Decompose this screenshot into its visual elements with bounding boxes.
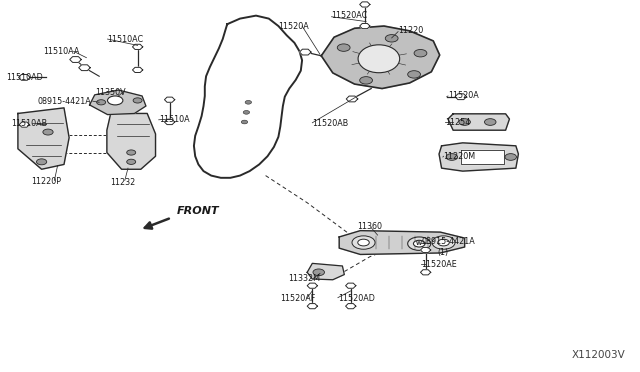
Circle shape bbox=[484, 119, 496, 125]
Text: 11520AE: 11520AE bbox=[421, 260, 457, 269]
Text: 11510AB: 11510AB bbox=[12, 119, 47, 128]
Circle shape bbox=[243, 110, 250, 114]
Text: 11510A: 11510A bbox=[159, 115, 189, 124]
Circle shape bbox=[446, 154, 458, 160]
Polygon shape bbox=[164, 119, 175, 125]
Text: 11220P: 11220P bbox=[31, 177, 61, 186]
Text: X112003V: X112003V bbox=[572, 350, 626, 360]
Ellipse shape bbox=[358, 45, 399, 73]
Circle shape bbox=[245, 100, 252, 104]
Polygon shape bbox=[439, 143, 518, 171]
Polygon shape bbox=[194, 16, 302, 178]
Circle shape bbox=[127, 159, 136, 164]
Polygon shape bbox=[360, 23, 370, 29]
Text: 11332M: 11332M bbox=[288, 274, 320, 283]
Polygon shape bbox=[448, 114, 509, 130]
Polygon shape bbox=[346, 283, 356, 288]
Text: 11510AC: 11510AC bbox=[108, 35, 143, 44]
Polygon shape bbox=[107, 113, 156, 169]
Text: 11520AC: 11520AC bbox=[332, 11, 368, 20]
Polygon shape bbox=[307, 263, 344, 280]
Polygon shape bbox=[420, 247, 431, 253]
Text: (1): (1) bbox=[437, 248, 448, 257]
Circle shape bbox=[414, 49, 427, 57]
Text: 11350V: 11350V bbox=[95, 88, 125, 97]
Polygon shape bbox=[307, 304, 317, 309]
Circle shape bbox=[438, 239, 449, 246]
Polygon shape bbox=[164, 97, 175, 102]
Circle shape bbox=[358, 239, 369, 246]
Polygon shape bbox=[339, 231, 465, 254]
Circle shape bbox=[97, 100, 106, 105]
Text: 11520A: 11520A bbox=[448, 92, 479, 100]
Text: 11220M: 11220M bbox=[444, 152, 476, 161]
Polygon shape bbox=[18, 108, 69, 169]
Circle shape bbox=[459, 119, 470, 125]
Circle shape bbox=[313, 269, 324, 276]
Circle shape bbox=[505, 154, 516, 160]
Circle shape bbox=[408, 71, 420, 78]
Text: 08915-4421A: 08915-4421A bbox=[421, 237, 475, 246]
Circle shape bbox=[133, 98, 142, 103]
Text: 11520AB: 11520AB bbox=[312, 119, 349, 128]
Circle shape bbox=[432, 236, 455, 249]
Text: 11510AA: 11510AA bbox=[44, 47, 80, 56]
Polygon shape bbox=[420, 270, 431, 275]
Polygon shape bbox=[132, 67, 143, 73]
Circle shape bbox=[36, 159, 47, 165]
Polygon shape bbox=[307, 283, 317, 288]
Text: FRONT: FRONT bbox=[177, 206, 220, 216]
Polygon shape bbox=[300, 49, 311, 55]
Circle shape bbox=[127, 150, 136, 155]
Text: 11220: 11220 bbox=[398, 26, 423, 35]
Text: 11510AD: 11510AD bbox=[6, 73, 43, 82]
Polygon shape bbox=[360, 2, 370, 7]
Polygon shape bbox=[346, 96, 358, 102]
Circle shape bbox=[408, 237, 431, 250]
Text: W: W bbox=[416, 241, 422, 246]
Polygon shape bbox=[321, 26, 440, 89]
Text: 11254: 11254 bbox=[445, 118, 470, 126]
Polygon shape bbox=[461, 150, 504, 164]
Circle shape bbox=[241, 120, 248, 124]
Polygon shape bbox=[455, 94, 467, 100]
Polygon shape bbox=[346, 304, 356, 309]
Text: 11520A: 11520A bbox=[278, 22, 309, 31]
Circle shape bbox=[413, 240, 425, 247]
Text: 11520AF: 11520AF bbox=[280, 294, 316, 303]
Polygon shape bbox=[19, 122, 29, 127]
Text: 11232: 11232 bbox=[110, 178, 135, 187]
Circle shape bbox=[99, 91, 131, 110]
Circle shape bbox=[385, 35, 398, 42]
Polygon shape bbox=[132, 44, 143, 49]
Circle shape bbox=[108, 96, 123, 105]
Circle shape bbox=[360, 77, 372, 84]
Circle shape bbox=[352, 236, 375, 249]
Circle shape bbox=[43, 129, 53, 135]
Text: 08915-4421A: 08915-4421A bbox=[37, 97, 91, 106]
Text: 11520AD: 11520AD bbox=[338, 294, 375, 303]
Circle shape bbox=[337, 44, 350, 51]
Polygon shape bbox=[19, 74, 30, 80]
Polygon shape bbox=[90, 90, 146, 115]
Text: 11360: 11360 bbox=[357, 222, 382, 231]
Polygon shape bbox=[79, 65, 90, 71]
Polygon shape bbox=[70, 57, 81, 62]
